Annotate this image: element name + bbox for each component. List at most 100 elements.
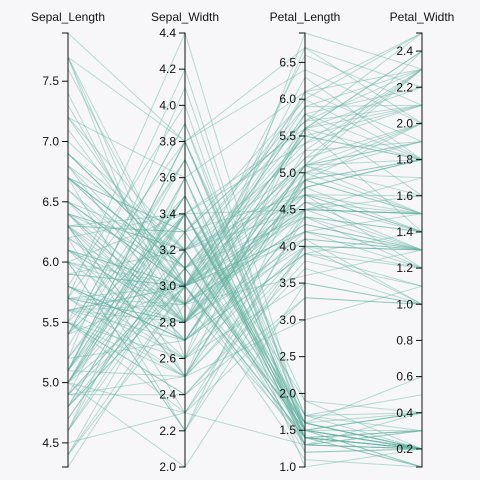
data-line-74 [67, 213, 423, 305]
data-line-26 [67, 212, 423, 424]
data-line-36 [67, 194, 423, 450]
data-line-51 [67, 208, 423, 251]
data-line-28 [67, 212, 423, 450]
data-line-18 [67, 140, 423, 432]
data-line-136 [67, 50, 423, 227]
data-line-77 [67, 172, 423, 287]
data-line-14 [67, 104, 423, 453]
data-line-8 [67, 303, 423, 456]
data-line-116 [67, 135, 423, 287]
data-line-38 [67, 285, 423, 456]
data-line-11 [67, 212, 423, 450]
axis-petal-length: 1.0 1.5 2.0 2.5 3.0 3.5 4.0 4.5 5.0 5.5 6.0 6.5 Peta… [270, 10, 341, 474]
data-line-32 [67, 85, 423, 468]
data-line-95 [67, 231, 423, 299]
data-line-25 [67, 285, 423, 450]
data-line-143 [67, 68, 423, 251]
tick-label: 1.8 [396, 153, 413, 167]
tick-label: 5.0 [42, 376, 59, 390]
data-line-84 [67, 208, 423, 335]
data-line-147 [67, 122, 423, 287]
tick-label: 5.5 [279, 129, 296, 143]
tick-label: 7.5 [42, 74, 59, 88]
data-line-31 [67, 212, 423, 431]
data-line-78 [67, 208, 423, 305]
data-line-47 [67, 249, 423, 450]
tick-label: 2.2 [159, 424, 176, 438]
data-line-61 [67, 213, 423, 287]
data-line-16 [67, 122, 423, 446]
data-line-6 [67, 212, 423, 439]
data-line-30 [67, 267, 423, 450]
data-line-0 [67, 194, 423, 450]
data-line-85 [67, 195, 423, 263]
data-line-99 [67, 238, 423, 323]
tick-label: 3.2 [159, 243, 176, 257]
tick-label: 3.6 [159, 171, 176, 185]
data-line-129 [67, 113, 423, 288]
data-line-44 [67, 140, 423, 414]
tick-label: 3.0 [159, 279, 176, 293]
axis-sepal-length: 4.5 5.0 5.5 6.0 6.5 7.0 7.5 Sepal_Length [31, 10, 105, 468]
tick-label: 2.4 [396, 44, 413, 58]
tick-label: 3.5 [279, 276, 296, 290]
data-line-137 [67, 135, 423, 269]
tick-label: 0.6 [396, 370, 413, 384]
data-line-145 [67, 68, 423, 287]
data-line-111 [67, 141, 423, 342]
tick-label: 1.0 [279, 460, 296, 474]
axis-title: Sepal_Length [31, 10, 105, 24]
data-line-108 [67, 113, 423, 378]
data-line-41 [67, 412, 423, 446]
data-line-88 [67, 238, 423, 311]
data-line-138 [67, 159, 423, 287]
data-line-83 [67, 164, 423, 342]
data-line-105 [67, 54, 423, 288]
data-line-131 [67, 32, 423, 143]
data-line-15 [67, 31, 423, 431]
tick-label: 4.0 [159, 98, 176, 112]
data-line-114 [67, 50, 423, 323]
tick-label: 1.5 [279, 423, 296, 437]
data-line-69 [67, 253, 423, 378]
data-line-148 [67, 68, 423, 239]
data-line-93 [67, 297, 423, 414]
data-line-65 [67, 177, 423, 269]
data-line-149 [67, 159, 423, 287]
axis-sepal-width: 2.0 2.2 2.4 2.6 2.8 3.0 3.2 3.4 3.6 3.8 4.0 4.2 4.4 S… [151, 10, 219, 474]
data-line-60 [67, 282, 423, 468]
tick-label: 4.5 [279, 203, 296, 217]
data-line-126 [67, 159, 423, 323]
data-line-19 [67, 140, 423, 432]
data-line-7 [67, 212, 423, 450]
data-line-92 [67, 245, 423, 360]
data-line-58 [67, 189, 423, 305]
data-line-49 [67, 231, 423, 450]
data-line-100 [67, 32, 423, 233]
data-line-80 [67, 260, 423, 396]
data-line-53 [67, 245, 423, 414]
data-line-68 [67, 208, 423, 432]
tick-label: 2.8 [159, 315, 176, 329]
data-line-121 [67, 122, 423, 323]
data-line-90 [67, 216, 423, 360]
tick-label: 2.5 [279, 350, 296, 364]
tick-label: 6.0 [42, 255, 59, 269]
data-line-46 [67, 140, 423, 450]
axis-title: Petal_Width [390, 10, 455, 24]
data-line-12 [67, 285, 423, 468]
data-line-24 [67, 212, 423, 450]
data-line-75 [67, 189, 423, 287]
data-line-141 [67, 68, 423, 269]
data-line-132 [67, 86, 423, 324]
data-line-33 [67, 67, 423, 450]
data-line-91 [67, 201, 423, 287]
tick-label: 1.2 [396, 261, 413, 275]
data-line-135 [67, 56, 423, 288]
data-line-122 [67, 46, 423, 324]
data-line-62 [67, 245, 423, 432]
data-line-35 [67, 249, 423, 453]
data-line-101 [67, 141, 423, 342]
data-line-109 [67, 32, 423, 179]
